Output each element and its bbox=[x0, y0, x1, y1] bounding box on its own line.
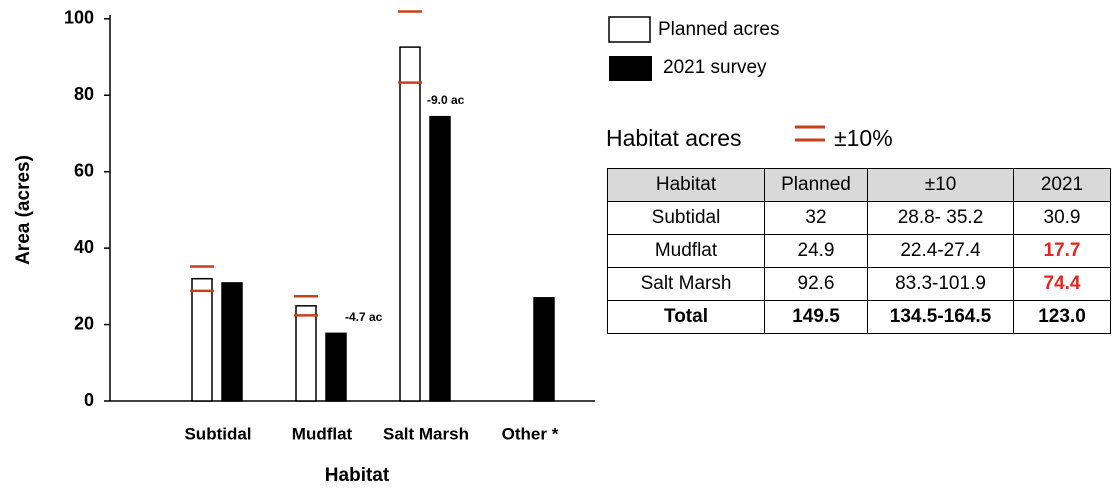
x-tick-label: Other * bbox=[502, 424, 559, 443]
x-tick-label: Subtidal bbox=[184, 424, 251, 443]
cell: Mudflat bbox=[607, 234, 765, 268]
x-tick-label: Salt Marsh bbox=[383, 424, 469, 443]
y-axis-label: Area (acres) bbox=[13, 155, 34, 265]
cell: Salt Marsh bbox=[607, 267, 765, 301]
header-cell: 2021 bbox=[1013, 168, 1111, 202]
legend-swatch bbox=[609, 56, 652, 81]
header-cell: ±10 bbox=[867, 168, 1014, 202]
legend-label: Planned acres bbox=[658, 19, 779, 40]
cell: 123.0 bbox=[1013, 300, 1111, 334]
table-row: Total 149.5 134.5-164.5 123.0 bbox=[607, 300, 1111, 334]
x-tick-label: Mudflat bbox=[292, 424, 353, 443]
cell: 28.8- 35.2 bbox=[867, 201, 1014, 235]
y-tick-label: 20 bbox=[74, 313, 94, 333]
cell: 149.5 bbox=[764, 300, 868, 334]
cell: 74.4 bbox=[1013, 267, 1111, 301]
bar bbox=[325, 332, 347, 402]
bar bbox=[221, 282, 243, 402]
y-tick-label: 100 bbox=[64, 8, 94, 28]
bar bbox=[533, 297, 555, 402]
header-cell: Planned bbox=[764, 168, 868, 202]
cell: 83.3-101.9 bbox=[867, 267, 1014, 301]
table-row: Mudflat 24.9 22.4-27.4 17.7 bbox=[607, 234, 1111, 268]
legend-label: Habitat acres bbox=[606, 125, 742, 151]
cell: 134.5-164.5 bbox=[867, 300, 1014, 334]
y-tick-label: 60 bbox=[74, 160, 94, 180]
table-header: Habitat Planned ±10 2021 bbox=[607, 168, 1111, 202]
cell: 24.9 bbox=[764, 234, 868, 268]
cell: Total bbox=[607, 300, 765, 334]
table-row: Subtidal 32 28.8- 35.2 30.9 bbox=[607, 201, 1111, 235]
summary-table: Habitat Planned ±10 2021 Subtidal 32 28.… bbox=[607, 168, 1111, 334]
x-axis-label: Habitat bbox=[325, 465, 390, 486]
annotation: -4.7 ac bbox=[345, 310, 383, 324]
header-cell: Habitat bbox=[607, 168, 765, 202]
y-tick-label: 80 bbox=[74, 84, 94, 104]
cell: 22.4-27.4 bbox=[867, 234, 1014, 268]
cell: 32 bbox=[764, 201, 868, 235]
cell: Subtidal bbox=[607, 201, 765, 235]
annotation: -9.0 ac bbox=[427, 93, 465, 107]
legend-swatch bbox=[608, 16, 651, 43]
legend-label: ±10% bbox=[834, 125, 893, 151]
table-row: Salt Marsh 92.6 83.3-101.9 74.4 bbox=[607, 267, 1111, 301]
y-tick-label: 0 bbox=[84, 390, 94, 410]
bar bbox=[295, 305, 317, 402]
y-tick-label: 40 bbox=[74, 237, 94, 257]
cell: 17.7 bbox=[1013, 234, 1111, 268]
bar bbox=[399, 46, 421, 402]
bar bbox=[191, 277, 213, 402]
bar bbox=[429, 115, 451, 402]
legend-label: 2021 survey bbox=[663, 57, 767, 78]
cell: 92.6 bbox=[764, 267, 868, 301]
cell: 30.9 bbox=[1013, 201, 1111, 235]
